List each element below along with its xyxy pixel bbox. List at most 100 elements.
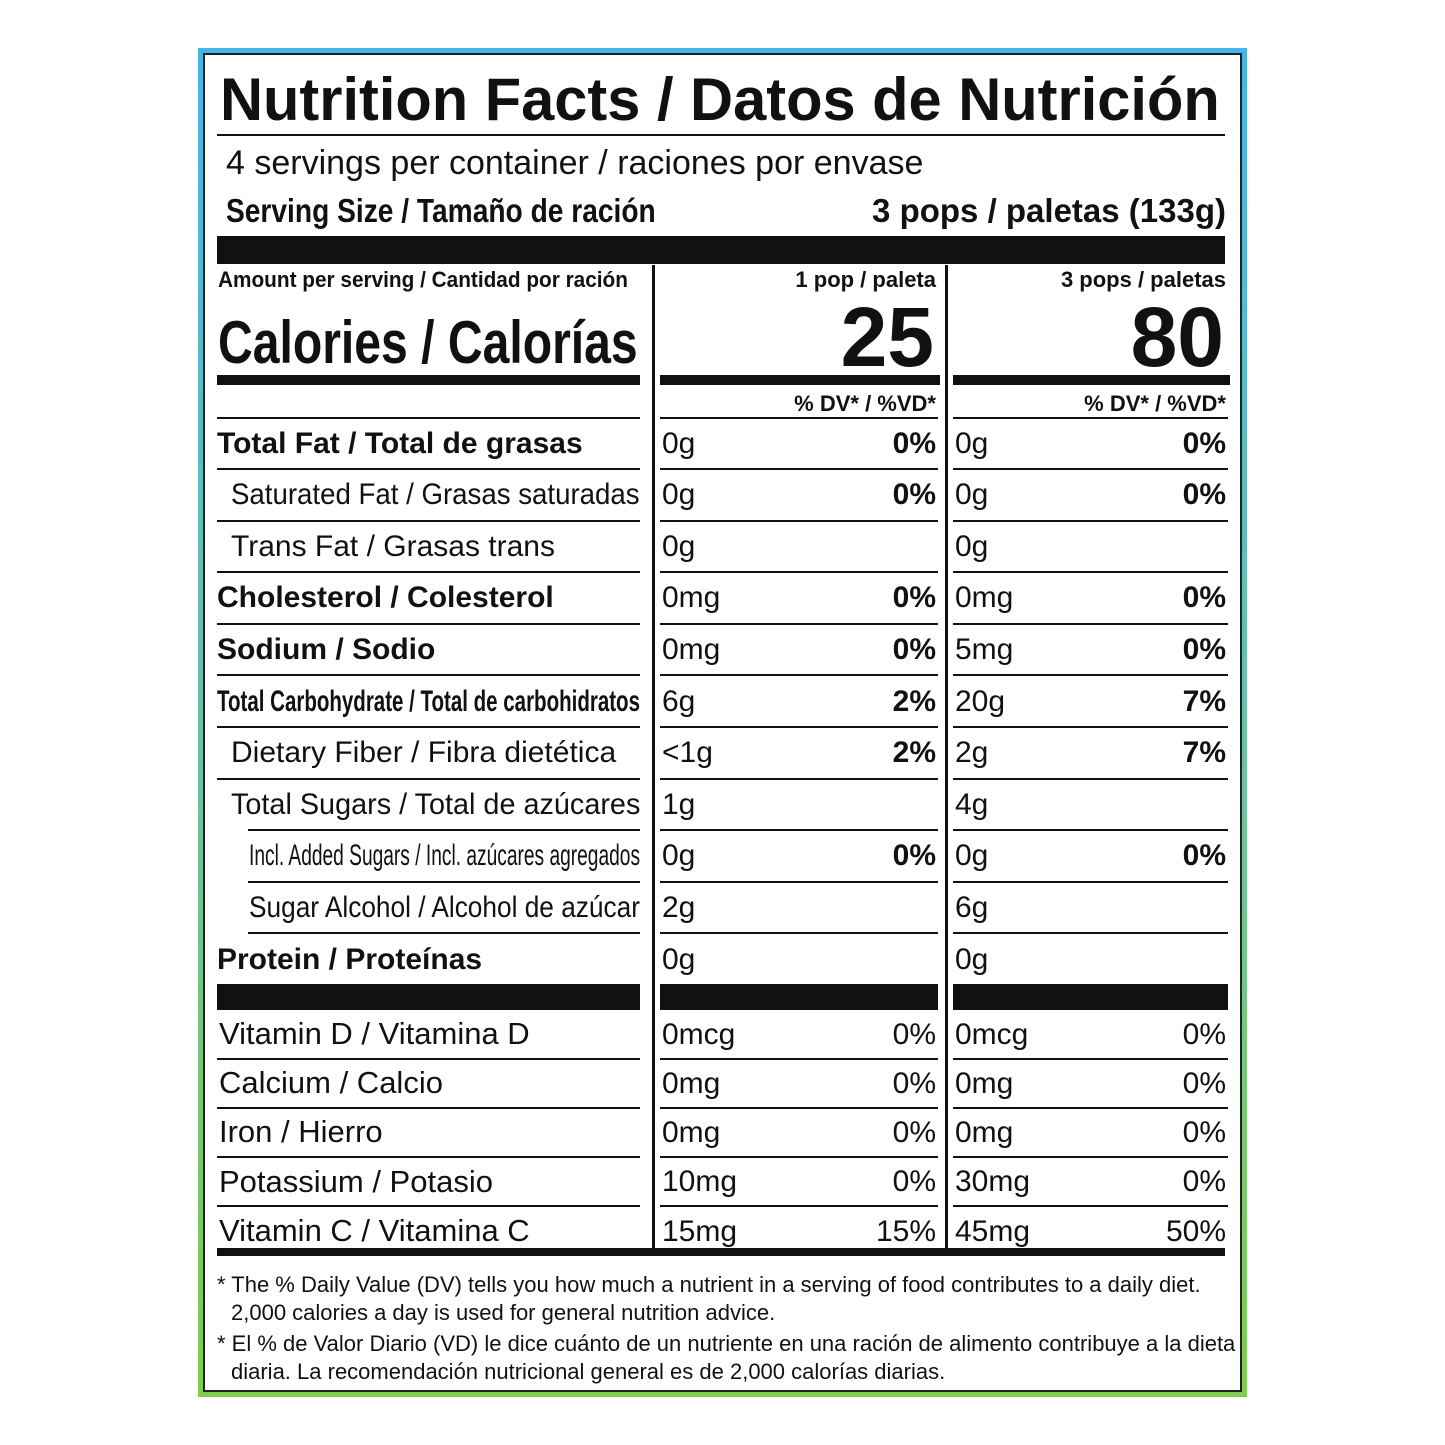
rule [217,1057,640,1060]
percent-dv-text: 0% [1182,426,1226,460]
percent-dv: 0% [818,1064,936,1103]
dv-header: % DV* / %VD* [660,390,936,419]
rule [248,932,640,935]
percent-dv-text: 0% [892,1165,936,1199]
serving-size-value: 3 pops / paletas (133g) [800,190,1226,233]
title-text: Nutrition Facts / Datos de Nutrición [220,66,1220,133]
amount: 6g [662,682,782,721]
dv-header-text: % DV* / %VD* [794,390,936,416]
label-panel [203,53,1242,1392]
rule [217,417,640,419]
nutrient-name: Total Carbohydrate / Total de carbohidra… [217,682,640,721]
nutrient-name-text: Trans Fat / Grasas trans [231,529,555,563]
percent-dv-text: 2% [892,736,936,770]
vitamin-name: Vitamin D / Vitamina D [219,1014,639,1054]
rule [953,829,1228,832]
rule [217,375,640,385]
percent-dv: 0% [1108,836,1226,875]
rule [217,984,640,1010]
amount: 0g [955,836,1075,875]
rule [217,1156,640,1159]
rule [217,134,1225,136]
footnote: * El % de Valor Diario (VD) le dice cuán… [217,1331,1236,1384]
percent-dv: 15% [818,1212,936,1251]
percent-dv: 0% [818,836,936,875]
rule [953,777,1228,780]
amount: 1g [662,785,782,824]
nutrient-name: Protein / Proteínas [217,940,640,979]
amount-text: 0g [955,529,989,563]
percent-dv: 7% [1108,733,1226,772]
nutrient-name-text: Incl. Added Sugars / Incl. azúcares agre… [249,839,641,873]
amount-text: 2g [955,736,989,770]
amount-text: 0g [662,426,696,460]
amount-text: 6g [955,890,989,924]
serving-size-value-text: 3 pops / paletas (133g) [872,191,1226,229]
amount-text: 20g [955,684,1006,718]
rule [953,417,1228,419]
rule [953,468,1228,470]
calories-label-text: Calories / Calorías [218,309,638,376]
rule [660,519,938,522]
calories-value: 80 [953,293,1224,381]
nutrient-name: Trans Fat / Grasas trans [231,527,640,566]
calories-label: Calories / Calorías [218,308,638,378]
amount-text: 0mcg [662,1017,736,1051]
amount: 0g [955,424,1075,463]
percent-dv: 0% [818,1015,936,1054]
amount: 0g [662,527,782,566]
amount-text: 0mg [662,1116,721,1150]
percent-dv-text: 7% [1182,736,1226,770]
percent-dv-text: 0% [1182,478,1226,512]
rule [217,519,640,522]
amount: 10mg [662,1162,782,1201]
amount-label: Amount per serving / Cantidad por ración [218,266,628,295]
amount-text: 0g [955,839,989,873]
amount: 0g [955,940,1075,979]
amount-text: 0g [662,529,696,563]
vitamin-name: Vitamin C / Vitamina C [219,1211,639,1251]
nutrient-name: Cholesterol / Colesterol [217,578,640,617]
rule [660,375,940,385]
amount: 0mg [662,1064,782,1103]
rule [217,236,1225,264]
column-header-text: 1 pop / paleta [795,266,936,292]
percent-dv-text: 0% [892,426,936,460]
vitamin-name: Calcium / Calcio [219,1063,639,1103]
percent-dv: 0% [1108,1064,1226,1103]
percent-dv-text: 0% [892,581,936,615]
rule [660,984,938,1010]
serving-size-label: Serving Size / Tamaño de ración [226,190,656,233]
rule [248,829,640,832]
percent-dv: 0% [1108,1113,1226,1152]
percent-dv: 2% [818,733,936,772]
amount: 4g [955,785,1075,824]
rule [953,1205,1228,1208]
percent-dv: 0% [818,475,936,514]
amount-text: 15mg [662,1214,738,1248]
vitamin-name-text: Calcium / Calcio [219,1065,443,1101]
percent-dv: 0% [1108,1162,1226,1201]
percent-dv: 0% [1108,1015,1226,1054]
column-rule [944,265,948,1252]
rule [953,519,1228,522]
amount-text: 0g [955,426,989,460]
amount: <1g [662,733,782,772]
percent-dv-text: 0% [892,1066,936,1100]
amount-text: 0g [955,478,989,512]
amount: 2g [662,888,782,927]
dv-header: % DV* / %VD* [953,390,1226,419]
amount: 15mg [662,1212,782,1251]
rule [953,1057,1228,1060]
nutrient-name-text: Cholesterol / Colesterol [217,581,554,615]
nutrient-name-text: Sodium / Sodio [217,632,436,666]
vitamin-name: Iron / Hierro [219,1112,639,1152]
amount-text: 0mg [955,1116,1014,1150]
rule [660,674,938,677]
amount: 30mg [955,1162,1075,1201]
rule [660,880,938,883]
servings: 4 servings per container / raciones por … [226,141,1126,185]
column-rule [651,265,655,1252]
rule [217,777,640,780]
